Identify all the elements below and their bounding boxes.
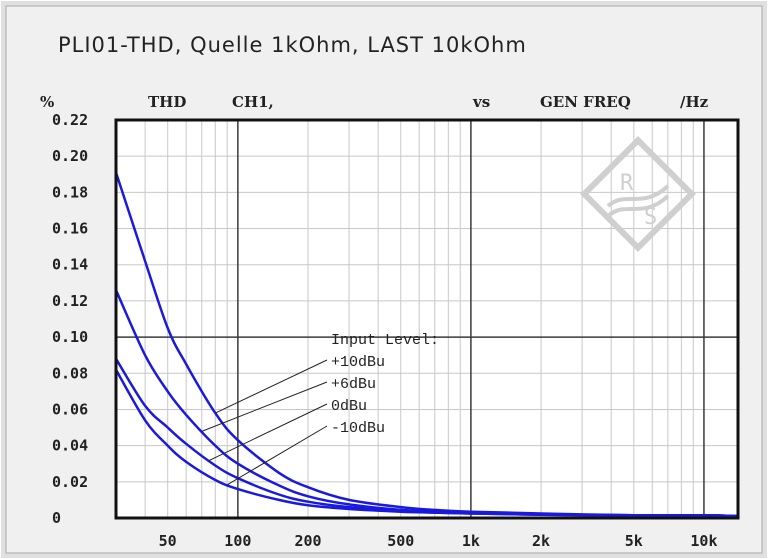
x-tick-label: 200 (294, 532, 321, 550)
y-tick-label: 0 (52, 509, 61, 527)
plot-border (114, 118, 740, 520)
series-label: +10dBu (331, 354, 385, 371)
logo-letter-s: S (644, 205, 657, 230)
y-tick-label: 0.20 (52, 147, 88, 165)
x-tick-label: 1k (462, 532, 480, 550)
chart-title: PLI01-THD, Quelle 1kOhm, LAST 10kOhm (58, 33, 527, 57)
x-quantity-label: GEN FREQ (540, 93, 631, 111)
legend-title: Input Level: (331, 332, 439, 349)
rs-logo: R S (580, 136, 696, 252)
x-unit-label: /Hz (680, 93, 709, 111)
y-tick-label: 0.12 (52, 292, 88, 310)
major-grid (116, 120, 738, 518)
logo-letter-r: R (620, 171, 634, 196)
y-tick-label: 0.16 (52, 220, 88, 238)
y-tick-label: 0.14 (52, 256, 88, 274)
y-tick-label: 0.18 (52, 183, 88, 201)
measure-label: THD (148, 93, 186, 111)
plot-area (116, 120, 738, 518)
series-labels: +10dBu +6dBu 0dBu -10dBu (331, 354, 385, 437)
series-label: +6dBu (331, 376, 376, 393)
y-tick-labels: 0 0.02 0.04 0.06 0.08 0.10 0.12 0.14 0.16 0.18 0.2… (52, 111, 88, 527)
y-tick-label: 0.04 (52, 437, 88, 455)
x-tick-label: 2k (532, 532, 550, 550)
leader-line (215, 359, 328, 414)
y-unit-label: % (40, 93, 54, 111)
series-line-3 (114, 369, 739, 518)
leader-line (208, 403, 328, 462)
y-tick-label: 0.22 (52, 111, 88, 129)
leader-line (201, 381, 328, 432)
x-tick-label: 100 (224, 532, 251, 550)
x-tick-labels: 50 100 200 500 1k 2k 5k 10k (159, 532, 718, 550)
y-tick-label: 0.08 (52, 364, 88, 382)
x-tick-label: 50 (159, 532, 177, 550)
y-tick-label: 0.02 (52, 473, 88, 491)
series-label: -10dBu (331, 420, 385, 437)
y-tick-label: 0.06 (52, 400, 88, 418)
curves (114, 172, 739, 518)
series-label: 0dBu (331, 398, 367, 415)
label-leaders (201, 359, 328, 486)
y-tick-label: 0.10 (52, 328, 88, 346)
x-tick-label: 10k (690, 532, 717, 550)
leader-line (226, 425, 328, 486)
x-tick-label: 500 (387, 532, 414, 550)
x-tick-label: 5k (625, 532, 643, 550)
vs-label: vs (472, 93, 490, 111)
channel-label: CH1, (232, 93, 274, 111)
